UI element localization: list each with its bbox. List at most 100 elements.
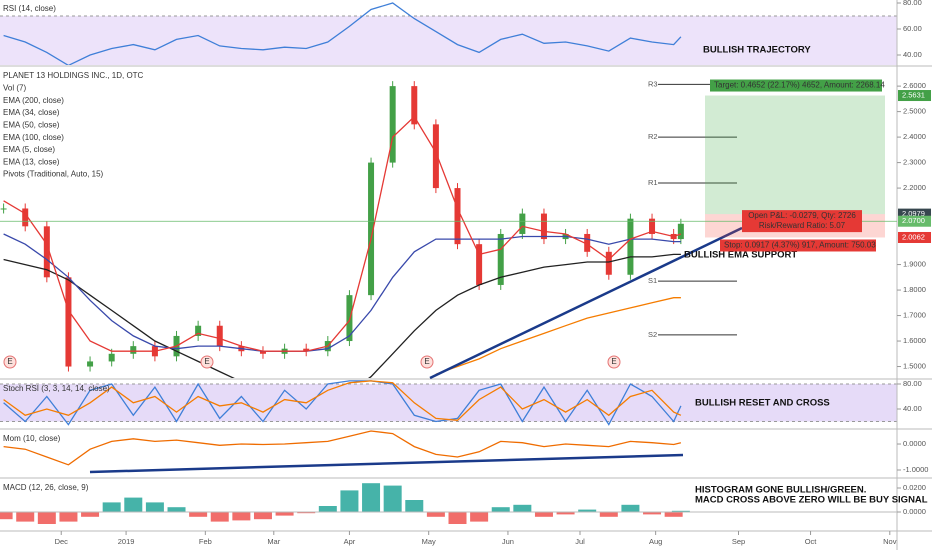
trend-line xyxy=(89,453,684,474)
histogram-bar xyxy=(253,512,272,520)
histogram-bar xyxy=(59,512,78,522)
earnings-marker xyxy=(607,355,621,369)
candle xyxy=(65,277,72,367)
histogram-bar xyxy=(102,502,121,512)
trend-line xyxy=(429,226,743,380)
x-tick-label: Oct xyxy=(805,537,818,546)
y-tick-label: 60.00 xyxy=(903,24,922,33)
price-label-box xyxy=(898,90,931,102)
pivot-label: R1 xyxy=(648,178,658,187)
annotation: BULLISH TRAJECTORY xyxy=(703,45,811,56)
pnl-box xyxy=(742,210,862,233)
pivot-label: R3 xyxy=(648,79,658,88)
x-tick-label: Mar xyxy=(267,537,280,546)
study-label: Pivots (Traditional, Auto, 15) xyxy=(3,170,104,179)
pivot-label: S2 xyxy=(648,330,657,339)
y-tick-label: 1.8000 xyxy=(903,285,926,294)
pnl-label: Open P&L: -0.0279, Qty: 2726 xyxy=(748,211,856,220)
y-tick-label: 1.7000 xyxy=(903,311,926,320)
earnings-markers: E E E E xyxy=(3,355,621,369)
series-line xyxy=(3,115,682,352)
histogram-bar xyxy=(362,483,381,512)
x-tick-label: May xyxy=(422,537,436,546)
histogram-bar xyxy=(340,490,359,512)
y-tick-label: 80.00 xyxy=(903,0,922,7)
earnings-marker xyxy=(200,355,214,369)
pane xyxy=(0,380,897,426)
histogram-bar xyxy=(383,485,402,512)
candle xyxy=(454,188,461,245)
histogram-bar xyxy=(81,512,100,517)
candle xyxy=(411,86,418,125)
earnings-label: E xyxy=(424,357,429,366)
study-label: EMA (200, close) xyxy=(3,96,64,105)
series-line xyxy=(435,297,681,375)
y-tick-label: 2.6000 xyxy=(903,81,926,90)
price-label: 2.5631 xyxy=(902,91,925,100)
pane-title: PLANET 13 HOLDINGS INC., 1D, OTC xyxy=(3,71,144,80)
y-tick-label: 1.5000 xyxy=(903,362,926,371)
y-tick-label: 0.0000 xyxy=(903,439,926,448)
histogram-bar xyxy=(210,512,229,522)
candle xyxy=(22,208,29,227)
y-tick-label: 40.00 xyxy=(903,50,922,59)
histogram-bar xyxy=(671,510,690,512)
x-tick-label: Aug xyxy=(649,537,662,546)
series-line xyxy=(3,253,681,378)
histogram-bar xyxy=(124,497,143,512)
candle xyxy=(368,162,375,296)
price-label-box xyxy=(898,208,931,220)
candle xyxy=(540,213,547,240)
series-line xyxy=(3,430,682,466)
study-label: EMA (13, close) xyxy=(3,157,60,166)
target-zone xyxy=(705,95,885,215)
x-tick-label: Dec xyxy=(55,537,69,546)
pane xyxy=(0,483,897,524)
study-label: EMA (34, close) xyxy=(3,108,60,117)
study-label: EMA (5, close) xyxy=(3,145,55,154)
x-tick-label: Apr xyxy=(344,537,356,546)
histogram-bar xyxy=(643,512,662,515)
pivot-label: R2 xyxy=(648,132,658,141)
band xyxy=(0,15,897,65)
candle xyxy=(584,233,591,252)
histogram-bar xyxy=(448,512,467,524)
y-tick-label: 2.3000 xyxy=(903,158,926,167)
series-line xyxy=(3,380,682,426)
histogram-bar xyxy=(470,512,489,522)
stop-label-box xyxy=(720,239,876,252)
histogram-bar xyxy=(0,512,13,520)
x-tick-label: 2019 xyxy=(118,537,135,546)
candle xyxy=(649,218,656,234)
candle xyxy=(605,251,612,275)
histogram-bar xyxy=(275,512,294,516)
y-tick-label: 2.2000 xyxy=(903,183,926,192)
histogram-bar xyxy=(405,500,424,512)
candle xyxy=(43,226,50,278)
panes xyxy=(0,2,897,524)
x-tick-label: Jul xyxy=(575,537,585,546)
price-label-box xyxy=(898,231,931,243)
y-tick-label: 1.9000 xyxy=(903,260,926,269)
candle xyxy=(87,361,94,367)
histogram-bar xyxy=(232,512,251,521)
histogram-bar xyxy=(189,512,208,517)
candle xyxy=(519,213,526,234)
candle xyxy=(130,346,137,354)
y-tick-label: 2.4000 xyxy=(903,132,926,141)
histogram-bar xyxy=(491,507,510,512)
candle xyxy=(216,325,223,347)
histogram-bar xyxy=(145,502,164,512)
histogram-bar xyxy=(578,509,597,512)
annotation: MACD CROSS ABOVE ZERO WILL BE BUY SIGNAL xyxy=(695,495,928,506)
candle xyxy=(303,348,310,352)
histogram-bar xyxy=(534,512,553,517)
candle xyxy=(677,223,684,240)
annotation: HISTOGRAM GONE BULLISH/GREEN. xyxy=(695,485,866,496)
pane xyxy=(0,2,897,65)
candle xyxy=(497,233,504,285)
candle xyxy=(389,86,396,163)
y-tick-label: 2.5000 xyxy=(903,107,926,116)
x-tick-label: Nov xyxy=(883,537,897,546)
target-label-box xyxy=(710,79,882,92)
